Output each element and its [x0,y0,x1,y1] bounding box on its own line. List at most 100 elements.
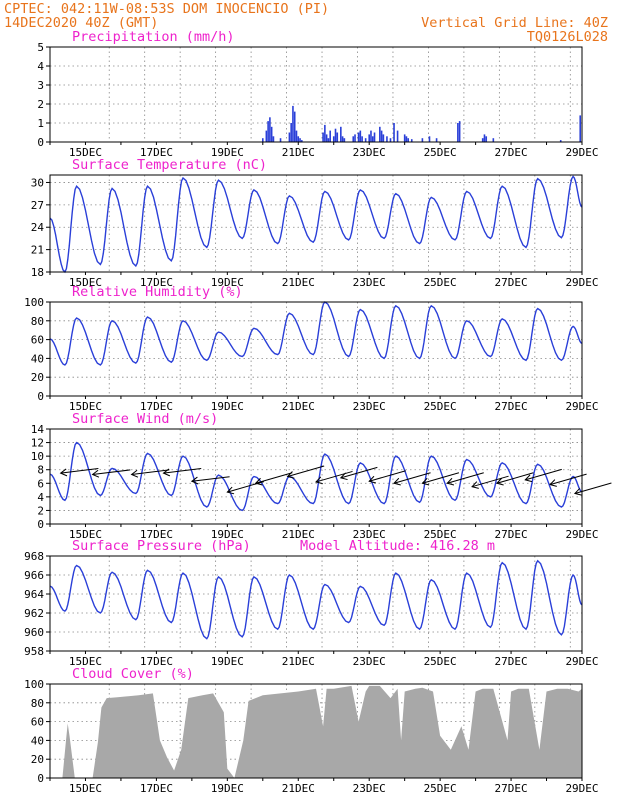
precip-bar [301,140,303,142]
x-tick-label: 19DEC [211,400,244,413]
x-tick-label: 15DEC [69,276,102,289]
y-tick-label: 40 [31,734,44,747]
x-tick-label: 23DEC [353,655,386,668]
y-ticks: 0 1 2 3 4 5 [37,41,50,149]
precip-bar [325,134,328,142]
precip-bar [292,105,294,142]
panel-3: Relative Humidity (%) 0 20 40 60 80 100 15DEC 17… [24,284,598,413]
precip-bar [380,130,383,142]
wind-arrow [190,476,230,485]
wind-arrow [549,473,587,487]
x-tick-label: 21DEC [282,528,315,541]
x-tick-label: 17DEC [140,655,173,668]
precip-bar [267,121,269,142]
x-tick-label: 21DEC [282,400,315,413]
panel-1: Precipitation (mm/h) 0 1 2 3 4 5 15DEC 17DEC 19DE… [37,29,598,159]
series-line [49,301,583,366]
wind-arrow [573,482,612,496]
y-ticks: 18 21 24 27 30 [31,176,50,279]
x-tick-label: 21DEC [282,655,315,668]
y-tick-label: 10 [31,450,44,463]
x-tick-label: 27DEC [495,655,528,668]
precip-bar [341,136,344,142]
panel-annotation: Model Altitude: 416.28 m [300,538,495,554]
precip-bar [343,138,346,142]
wind-arrow [254,472,293,486]
y-ticks: 0 20 40 60 80 100 [24,678,50,785]
x-ticks: 15DEC 17DEC 19DEC 21DEC 23DEC 25DEC 27DEC 29DEC [49,524,599,541]
y-tick-label: 8 [37,464,44,477]
wind-arrow [226,481,264,495]
x-tick-label: 23DEC [353,146,386,159]
panel-title: Surface Wind (m/s) [72,411,218,427]
wind-arrow [339,466,378,481]
wind-arrow [59,468,99,477]
precip-bar [428,136,431,142]
plot-frame [49,46,583,143]
x-tick-label: 29DEC [565,528,598,541]
precip-bar [379,126,381,142]
cloud-area [50,685,582,778]
wind-arrow [286,465,325,479]
x-tick-label: 29DEC [565,782,598,795]
precip-bar [396,130,399,142]
precip-bar [295,130,298,142]
wind-arrow [524,468,562,483]
y-tick-label: 18 [31,266,44,279]
y-tick-label: 962 [24,607,44,620]
x-tick-label: 23DEC [353,528,386,541]
y-tick-label: 5 [37,41,44,54]
y-tick-label: 6 [37,477,44,490]
y-ticks: 0 20 40 60 80 100 [24,296,50,403]
wind-arrow [421,472,460,486]
precip-bar [403,134,406,142]
panel-title: Cloud Cover (%) [72,666,194,682]
panel-6: Cloud Cover (%) 0 20 40 60 80 100 15DEC 17DEC 19D… [24,666,598,795]
x-tick-label: 27DEC [495,400,528,413]
precip-bar [357,132,360,142]
header-location: CPTEC: 042:11W-08:53S DOM INOCENCIO (PI) [4,1,329,17]
x-tick-label: 25DEC [424,782,457,795]
precip-bar [405,136,408,142]
y-tick-label: 80 [31,697,44,710]
x-tick-label: 29DEC [565,276,598,289]
plot-frame [49,301,583,397]
precip-bar [329,130,331,142]
y-tick-label: 30 [31,176,44,189]
x-tick-label: 15DEC [69,782,102,795]
precip-bar [371,136,374,142]
wind-arrow [91,469,131,478]
x-tick-label: 23DEC [353,400,386,413]
x-tick-label: 15DEC [69,146,102,159]
series-line [49,441,583,512]
header-code: TQ0126L028 [527,29,608,45]
y-tick-label: 964 [24,588,44,601]
x-tick-label: 15DEC [69,655,102,668]
x-tick-label: 17DEC [140,400,173,413]
precip-bar [293,111,296,142]
precip-bar [288,132,291,142]
precip-bar [457,123,459,142]
precip-bar [483,134,486,142]
precip-bar [297,136,300,142]
x-tick-label: 15DEC [69,400,102,413]
header-date: 14DEC2020 40Z (GMT) [4,15,158,31]
precip-bar [458,121,461,142]
wind-arrow [446,472,484,486]
x-tick-label: 19DEC [211,782,244,795]
x-tick-label: 25DEC [424,400,457,413]
y-tick-label: 20 [31,753,44,766]
x-tick-label: 23DEC [353,782,386,795]
wind-arrow [368,470,406,484]
y-tick-label: 0 [37,136,44,149]
y-tick-label: 100 [24,296,44,309]
x-tick-label: 25DEC [424,528,457,541]
precip-bar [485,136,488,142]
wind-arrow [162,468,202,477]
precip-bar [361,136,363,142]
wind-arrows [59,465,612,496]
precip-bar [324,124,326,142]
